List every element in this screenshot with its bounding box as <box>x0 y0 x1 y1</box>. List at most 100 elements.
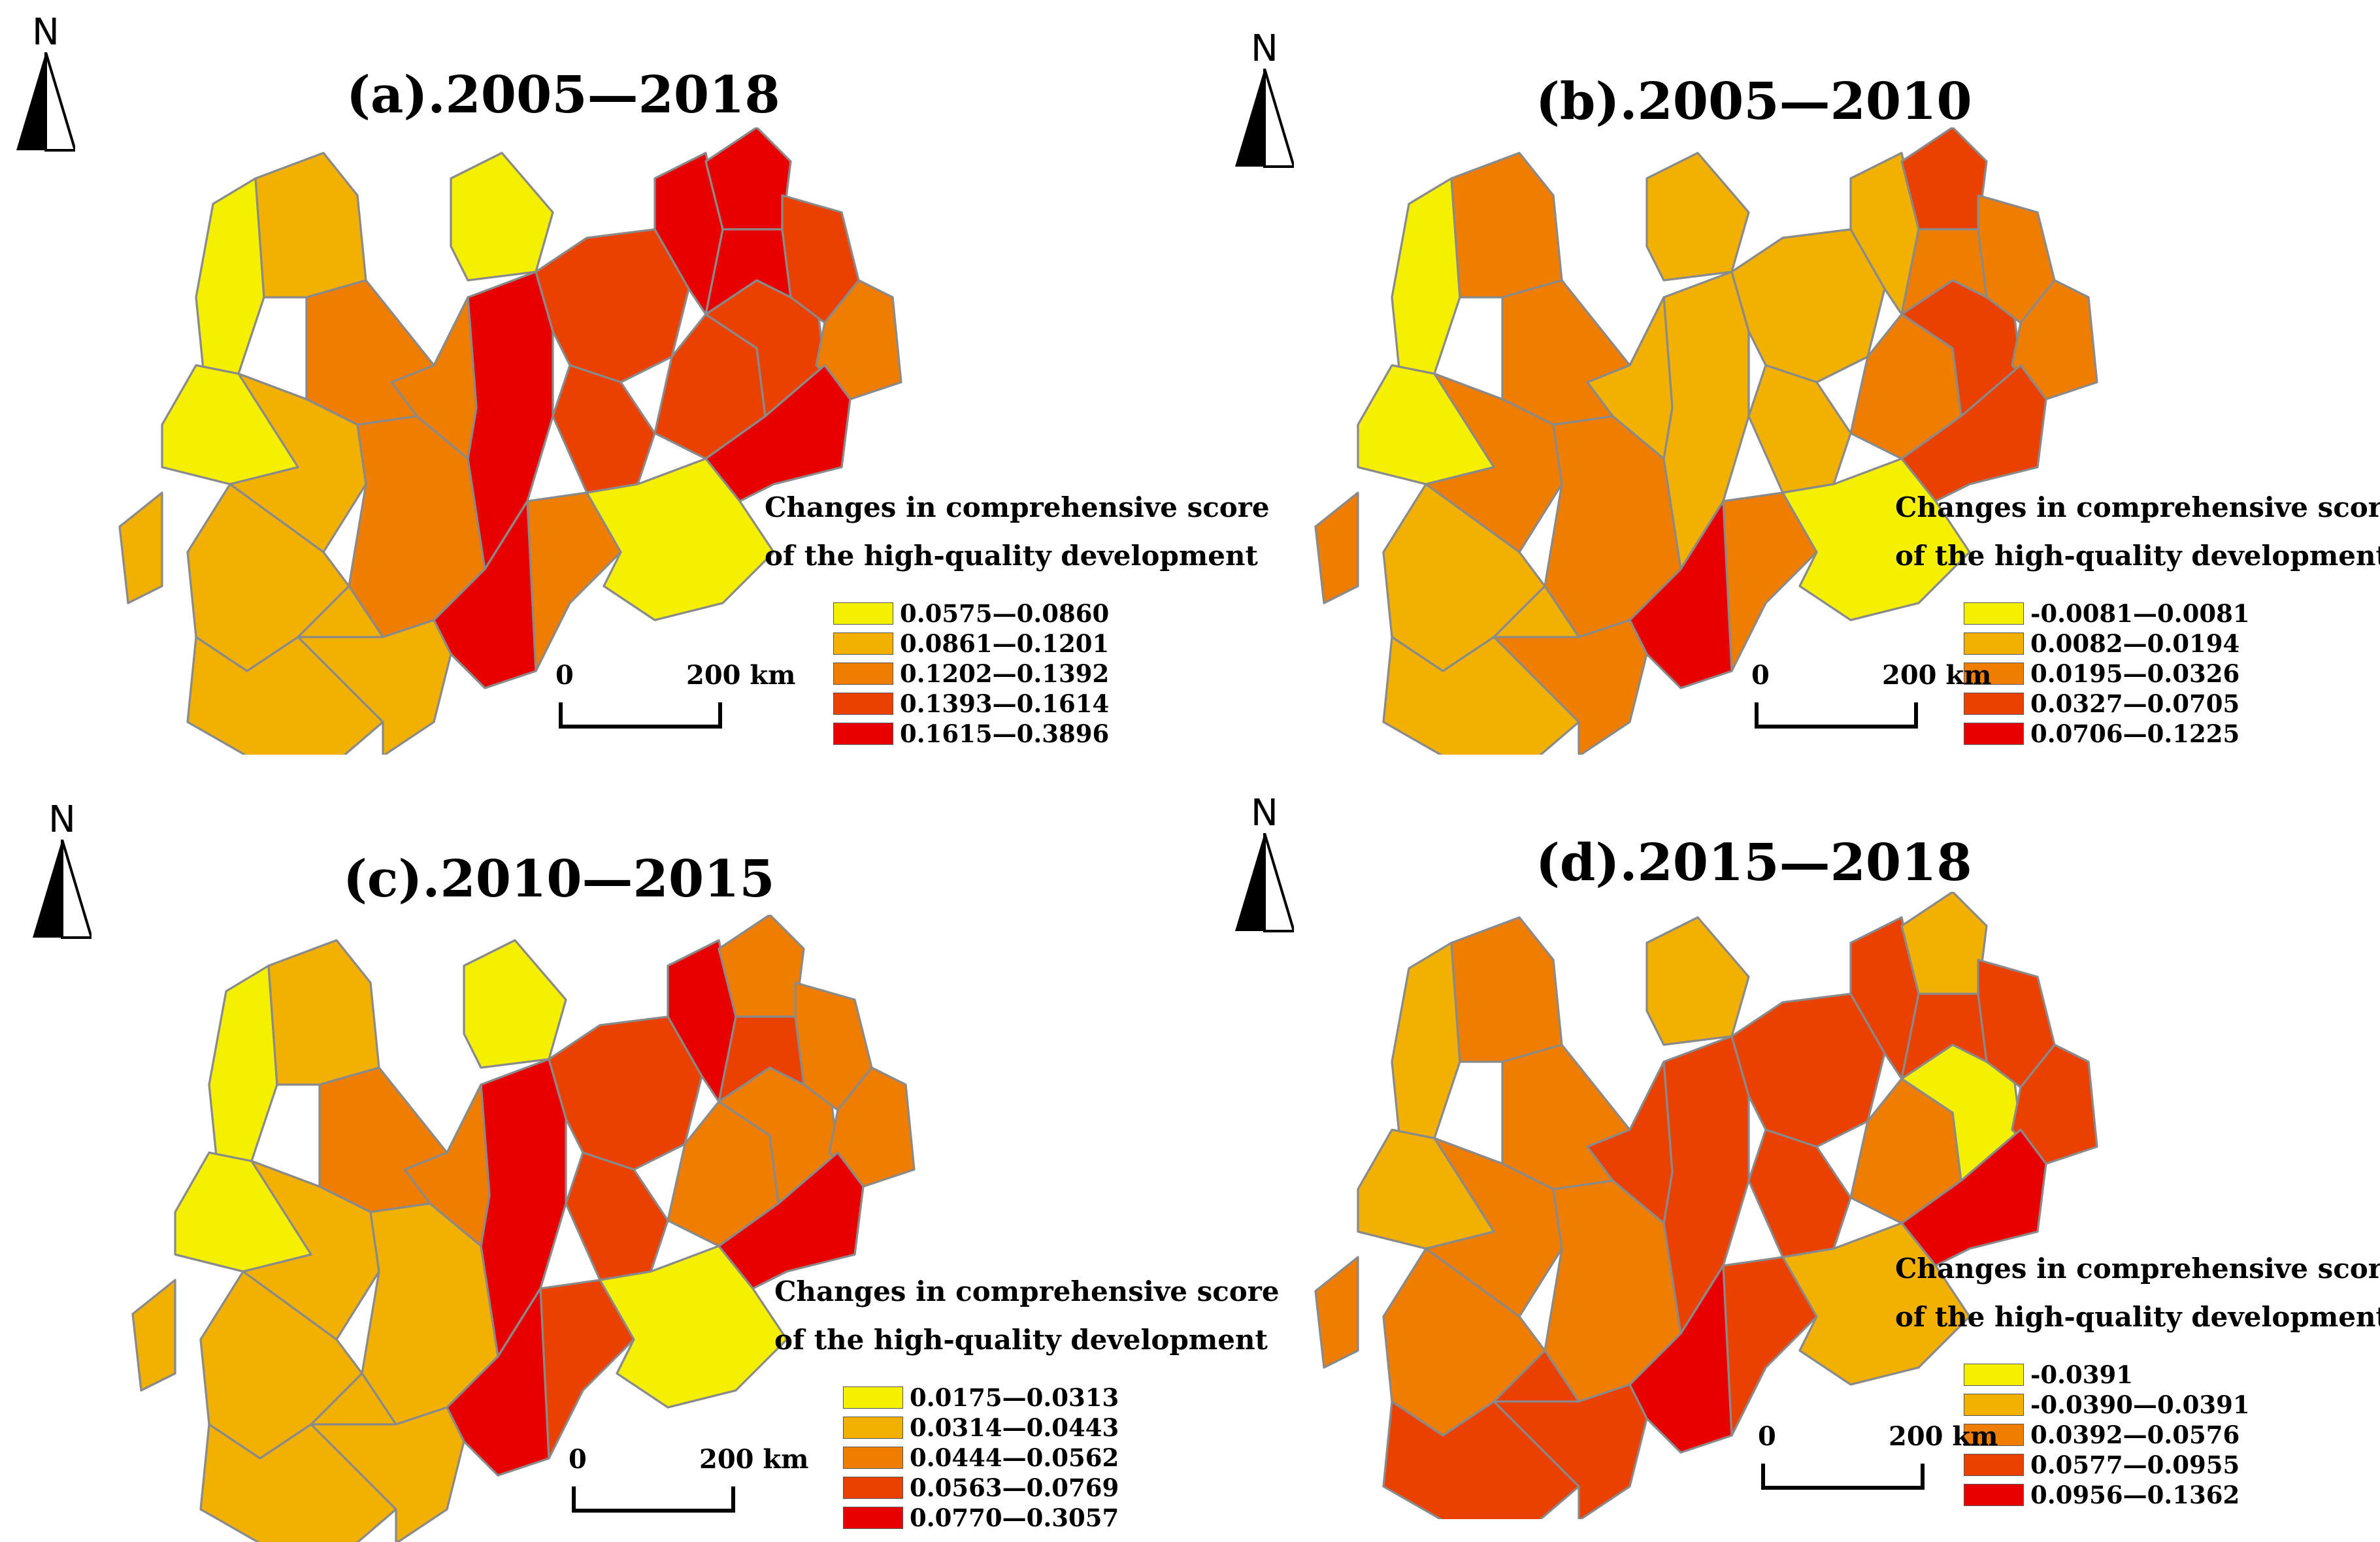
legend-label: 0.0770—0.3057 <box>910 1503 1119 1532</box>
map-region <box>535 228 690 384</box>
map-region <box>131 1279 176 1392</box>
scale-bar-line <box>572 1486 735 1513</box>
map-region <box>1391 942 1461 1148</box>
legend-swatch <box>1964 1424 2024 1446</box>
map-region <box>1747 364 1852 494</box>
north-arrow: N <box>1229 29 1300 180</box>
map-region <box>1747 1128 1852 1258</box>
legend-swatch <box>1964 602 2024 625</box>
scale-bar-distance: 200 km <box>686 660 796 691</box>
map-region <box>2011 279 2098 401</box>
scale-bar-zero: 0 <box>1751 660 1770 691</box>
scale-bar-zero: 0 <box>1758 1421 1776 1452</box>
map-region <box>1730 992 1886 1148</box>
north-arrow-icon <box>1235 69 1294 168</box>
legend-swatch <box>843 1417 903 1439</box>
map-region <box>704 127 792 231</box>
legend: Changes in comprehensive score of the hi… <box>1895 1245 2380 1510</box>
legend-title-line-1: Changes in comprehensive score <box>1895 1253 2380 1285</box>
map-region <box>704 228 792 316</box>
legend-title-line-2: of the high-quality development <box>765 540 1258 572</box>
legend-label: 0.0706—0.1225 <box>2030 719 2240 748</box>
map-region <box>548 1015 703 1171</box>
map-region <box>718 1015 805 1103</box>
north-arrow-icon <box>1235 833 1294 932</box>
legend-label: -0.0081—0.0081 <box>2030 599 2250 628</box>
legend-label: 0.0327—0.0705 <box>2030 689 2240 718</box>
north-arrow-label: N <box>1251 792 1278 834</box>
legend-item: 0.1202—0.1392 <box>833 659 1261 689</box>
legend-label: 0.0392—0.0576 <box>2030 1420 2240 1449</box>
map-region <box>552 364 656 494</box>
map-region <box>446 1287 550 1477</box>
scale-bar-distance: 200 km <box>1882 660 1992 691</box>
north-arrow: N <box>10 13 82 163</box>
legend-item: 0.0577—0.0955 <box>1964 1450 2380 1480</box>
map-region <box>1900 1128 2047 1267</box>
legend-swatch <box>1964 632 2024 655</box>
scale-bar-distance: 200 km <box>1889 1421 1998 1452</box>
legend-item: 0.0082—0.0194 <box>1964 629 2380 659</box>
map-region <box>1314 491 1359 604</box>
map-region <box>1900 127 1988 231</box>
scale-bar: 0 200 km <box>542 660 795 738</box>
map-region <box>1493 619 1648 755</box>
legend: Changes in comprehensive score of the hi… <box>1895 484 2380 749</box>
legend-swatch <box>833 632 893 655</box>
legend-swatch <box>1964 1484 2024 1506</box>
map-region <box>2011 1043 2098 1165</box>
map-region <box>254 152 367 299</box>
map-region <box>403 1083 491 1247</box>
map-panel-c: N (c).2010—2015 Changes in comprehensive… <box>0 764 1280 1542</box>
legend-label: 0.0563—0.0769 <box>910 1473 1119 1502</box>
map-region <box>1730 228 1886 384</box>
legend-label: 0.1202—0.1392 <box>900 659 1110 688</box>
map-region <box>208 964 278 1171</box>
legend-swatch <box>843 1447 903 1469</box>
map-region <box>599 1245 788 1409</box>
scale-bar-zero: 0 <box>555 660 574 691</box>
scale-bar-line <box>1755 702 1918 729</box>
choropleth-map <box>1314 127 2098 755</box>
map-region <box>1900 364 2047 502</box>
map-region <box>1493 1383 1648 1519</box>
north-arrow-label: N <box>32 11 59 54</box>
map-region <box>1450 152 1563 299</box>
map-region <box>297 619 452 755</box>
map-region <box>310 1406 465 1542</box>
legend-title-line-2: of the high-quality development <box>774 1324 1268 1356</box>
north-arrow-icon <box>16 52 75 152</box>
map-region <box>1645 916 1750 1046</box>
legend-item: -0.0390—0.0391 <box>1964 1390 2380 1420</box>
map-region <box>1391 177 1461 384</box>
legend-label: 0.0861—0.1201 <box>900 629 1110 658</box>
scale-bar-zero: 0 <box>569 1444 587 1475</box>
legend-item: -0.0081—0.0081 <box>1964 599 2380 629</box>
legend-swatch <box>843 1507 903 1529</box>
scale-bar: 0 200 km <box>1738 660 1991 738</box>
map-region <box>390 296 478 460</box>
panel-title: (a).2005—2018 <box>346 65 780 125</box>
panel-title: (c).2010—2015 <box>343 849 775 909</box>
legend-item: 0.0770—0.3057 <box>843 1503 1271 1533</box>
map-region <box>586 457 775 621</box>
map-panel-d: N (d).2015—2018 Changes in comprehensive… <box>1189 764 2380 1519</box>
legend-label: 0.0314—0.0443 <box>910 1413 1119 1442</box>
legend-label: 0.0175—0.0313 <box>910 1383 1119 1412</box>
north-arrow: N <box>1229 794 1300 944</box>
map-region <box>1628 1264 1733 1454</box>
map-region <box>718 915 805 1018</box>
map-region <box>1645 152 1750 282</box>
legend-label: -0.0391 <box>2030 1360 2133 1389</box>
legend-label: 0.0575—0.0860 <box>900 599 1110 628</box>
map-region <box>1781 1222 1971 1386</box>
map-panel-b: N (b).2005—2010 Changes in comprehensive… <box>1189 0 2380 755</box>
legend-swatch <box>1964 693 2024 715</box>
choropleth-map <box>118 127 902 755</box>
legend-label: 0.0577—0.0955 <box>2030 1451 2240 1479</box>
legend-swatch <box>1964 663 2024 685</box>
north-arrow: N <box>26 800 98 951</box>
map-region <box>565 1151 669 1281</box>
legend-swatch <box>833 693 893 715</box>
map-region <box>463 939 567 1069</box>
